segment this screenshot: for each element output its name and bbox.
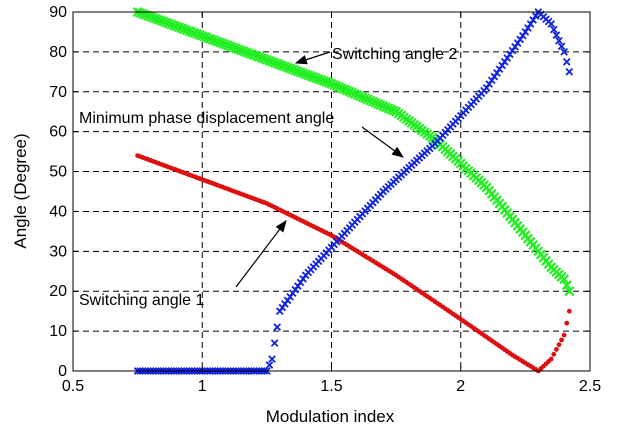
data-point [551, 351, 557, 357]
data-point [526, 20, 535, 28]
x-tick-label: 1 [198, 378, 207, 395]
y-tick-label: 90 [49, 4, 67, 21]
data-point [559, 337, 564, 343]
y-tick-label: 30 [49, 243, 67, 260]
annotation-label: Switching angle 1 [79, 292, 205, 309]
data-point [521, 28, 530, 36]
annotation-arrow [235, 220, 287, 288]
data-point [268, 355, 276, 363]
y-tick-label: 80 [49, 44, 67, 61]
annotation-arrow [294, 51, 331, 65]
x-tick-label: 2.5 [579, 378, 601, 395]
annotation-arrow [361, 126, 404, 158]
data-point [552, 31, 561, 39]
annotation-label: Minimum phase displacement angle [79, 110, 334, 127]
data-point [561, 280, 572, 291]
y-tick-label: 0 [58, 363, 67, 380]
y-tick-label: 10 [49, 323, 67, 340]
series-blue [133, 8, 574, 375]
series-red [135, 153, 572, 374]
y-tick-label: 60 [49, 124, 67, 141]
data-point [273, 323, 282, 331]
data-point [547, 20, 556, 28]
grid [73, 12, 590, 371]
data-point [566, 308, 572, 314]
data-point [556, 342, 562, 348]
y-tick-label: 50 [49, 164, 67, 181]
series-green [132, 7, 575, 297]
x-tick-label: 2 [456, 378, 465, 395]
data-point [531, 12, 540, 20]
data-point [529, 16, 537, 24]
data-point [323, 77, 334, 88]
data-point [564, 286, 575, 297]
data-point [559, 274, 570, 285]
ticks: 0.5 1 1.5 2 2.5 0 10 20 30 40 50 60 70 80 90 [49, 4, 601, 395]
x-tick-label: 1.5 [320, 378, 342, 395]
data-point [555, 36, 563, 45]
data-point [560, 48, 568, 56]
x-tick-label: 0.5 [62, 378, 84, 395]
data-point [524, 24, 532, 32]
y-tick-label: 70 [49, 84, 67, 101]
data-point [549, 25, 558, 34]
y-axis-label: Angle (Degree) [11, 133, 30, 248]
data-point [548, 356, 554, 362]
data-point [565, 67, 574, 76]
data-point [562, 58, 571, 66]
data-point [557, 42, 566, 51]
series-layer [132, 7, 575, 375]
data-point [564, 320, 570, 326]
annotations: Switching angle 2 Minimum phase displacem… [79, 46, 458, 309]
data-point [265, 361, 274, 369]
data-point [270, 339, 279, 347]
data-point [561, 332, 567, 338]
x-axis-label: Modulation index [266, 407, 395, 426]
annotation-label: Switching angle 2 [332, 46, 458, 63]
y-tick-label: 20 [49, 283, 67, 300]
y-tick-label: 40 [49, 203, 67, 220]
data-point [553, 347, 559, 352]
